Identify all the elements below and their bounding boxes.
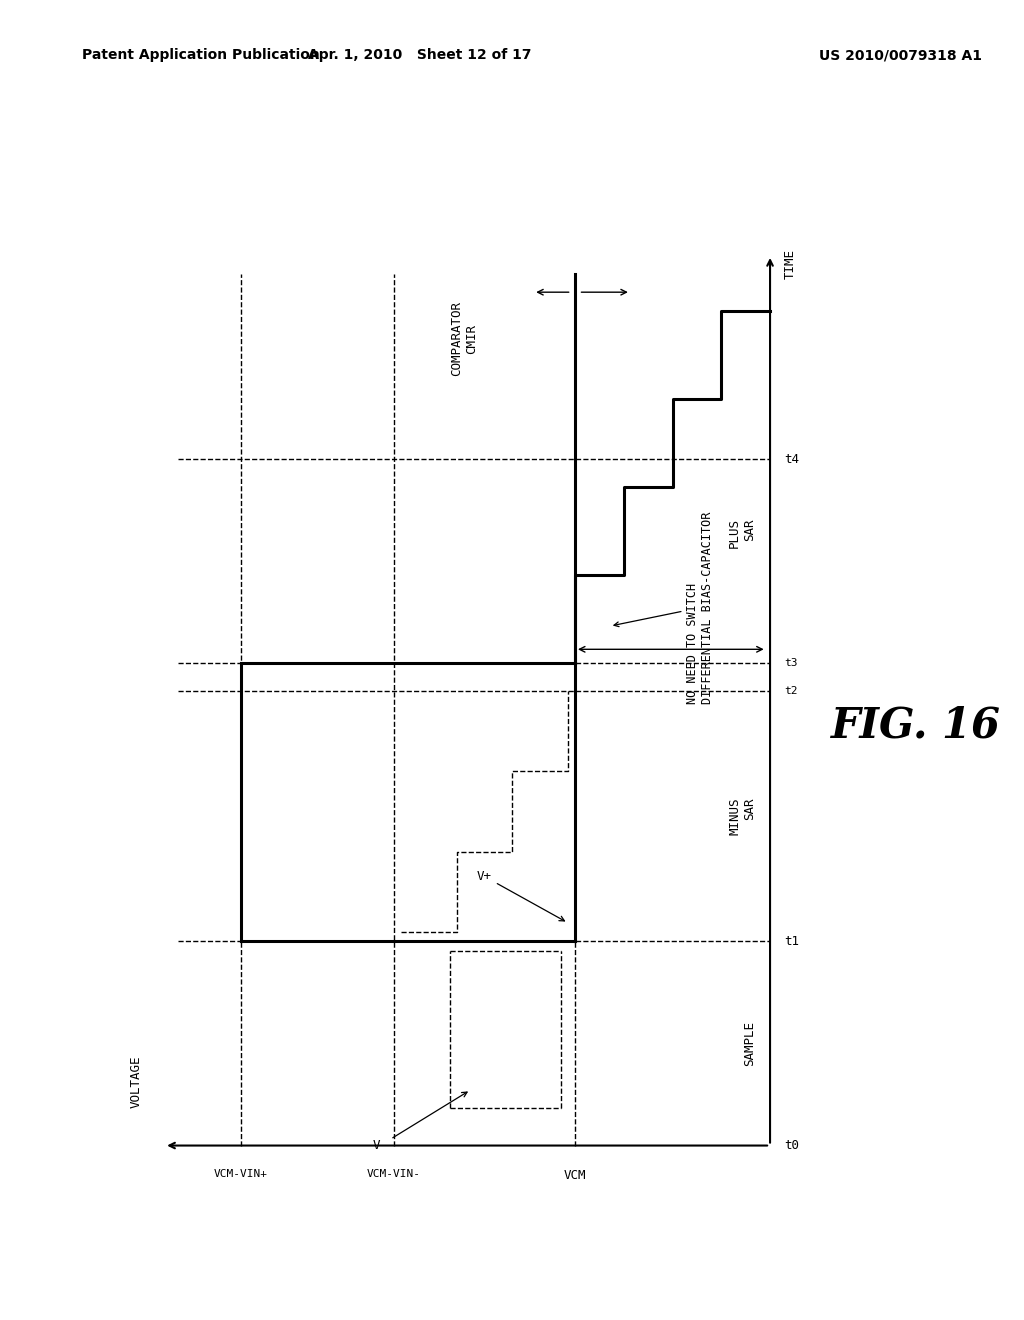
Text: V+: V+ xyxy=(477,870,564,921)
Text: V-: V- xyxy=(373,1092,467,1152)
Text: NO NEED TO SWITCH
DIFFERENTIAL BIAS-CAPACITOR: NO NEED TO SWITCH DIFFERENTIAL BIAS-CAPA… xyxy=(614,511,715,704)
Text: TIME: TIME xyxy=(784,249,797,280)
Text: FIG. 16: FIG. 16 xyxy=(831,705,1001,747)
Text: t2: t2 xyxy=(784,686,798,696)
Text: t4: t4 xyxy=(784,453,799,466)
Text: t0: t0 xyxy=(784,1139,799,1152)
Text: MINUS
SAR: MINUS SAR xyxy=(728,797,756,836)
Text: t3: t3 xyxy=(784,659,798,668)
Text: VCM-VIN-: VCM-VIN- xyxy=(367,1168,421,1179)
Text: Patent Application Publication: Patent Application Publication xyxy=(82,49,319,62)
Text: VCM-VIN+: VCM-VIN+ xyxy=(214,1168,268,1179)
Text: COMPARATOR
CMIR: COMPARATOR CMIR xyxy=(450,301,477,376)
Text: US 2010/0079318 A1: US 2010/0079318 A1 xyxy=(819,49,982,62)
Text: VOLTAGE: VOLTAGE xyxy=(130,1056,143,1109)
Text: PLUS
SAR: PLUS SAR xyxy=(728,519,756,548)
Text: Apr. 1, 2010   Sheet 12 of 17: Apr. 1, 2010 Sheet 12 of 17 xyxy=(308,49,531,62)
Text: VCM: VCM xyxy=(564,1168,587,1181)
Text: t1: t1 xyxy=(784,935,799,948)
Text: SAMPLE: SAMPLE xyxy=(743,1020,756,1067)
